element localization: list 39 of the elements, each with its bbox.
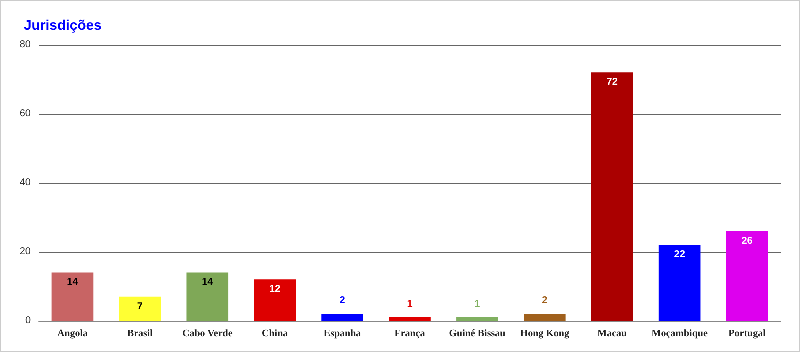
y-tick-label: 0 (25, 316, 32, 326)
data-label: 26 (742, 236, 754, 247)
x-tick-label: Angola (57, 328, 88, 340)
x-tick-label: Brasil (127, 328, 154, 340)
x-tick-label: Guiné Bissau (449, 328, 506, 340)
bar (658, 245, 701, 321)
data-label: 14 (67, 277, 79, 288)
y-tick-label: 60 (20, 108, 32, 120)
data-label: 14 (202, 277, 214, 288)
data-label: 22 (674, 250, 686, 261)
bar (524, 314, 566, 321)
bar (254, 280, 296, 321)
bar (322, 314, 364, 321)
y-tick-label: 40 (20, 178, 32, 188)
y-tick-label: 20 (20, 246, 32, 258)
bar (389, 318, 431, 321)
y-tick-label: 80 (20, 40, 32, 50)
bar (186, 272, 229, 321)
bar (726, 231, 768, 321)
x-tick-label: China (262, 328, 288, 340)
data-label: 1 (474, 299, 481, 310)
x-tick-label: Moçambique (652, 328, 708, 340)
x-tick-label: Cabo Verde (182, 328, 234, 340)
bar (591, 72, 634, 321)
bar (52, 272, 94, 321)
bar (456, 318, 498, 321)
data-label: 2 (340, 296, 346, 307)
x-tick-label: Macau (598, 328, 628, 340)
data-label: 72 (606, 77, 618, 88)
data-label: 1 (407, 299, 414, 310)
x-tick-label: França (394, 328, 426, 340)
x-tick-label: Hong Kong (520, 328, 570, 340)
data-label: 2 (542, 296, 548, 307)
data-label: 7 (137, 301, 144, 312)
chart-title: Jurisdições (24, 17, 102, 33)
x-tick-label: Portugal (728, 328, 766, 340)
data-label: 12 (270, 284, 282, 296)
bar (119, 296, 162, 321)
x-tick-label: Espanha (324, 328, 362, 340)
